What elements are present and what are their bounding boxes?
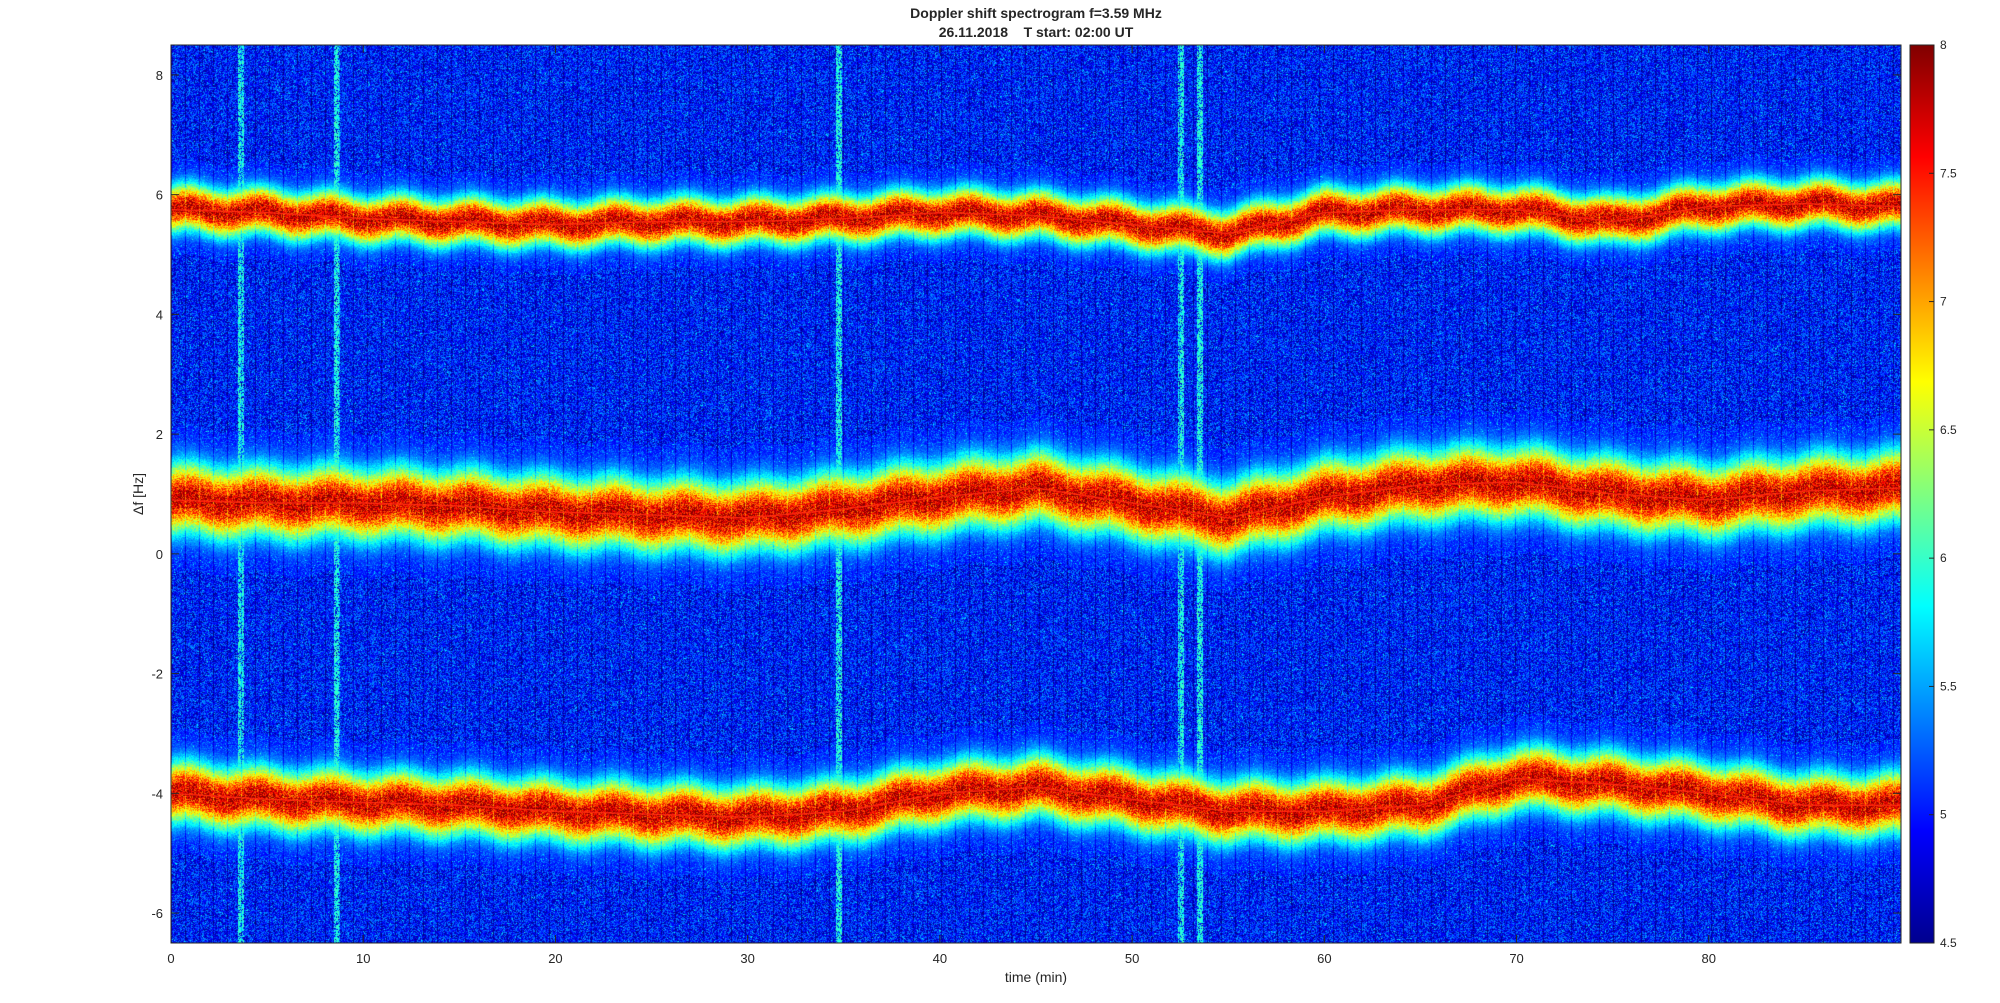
chart-subtitle: 26.11.2018 T start: 02:00 UT — [939, 24, 1134, 40]
y-tick-label: -6 — [151, 906, 163, 921]
colorbar-axis: 4.5 5 5.5 6 6.5 7 7.5 8 — [1929, 38, 1957, 950]
spectrogram-plot-area — [171, 45, 1901, 943]
doppler-trace-2 — [171, 481, 1901, 519]
colorbar-tick-label: 7.5 — [1940, 166, 1957, 180]
plot-frame — [170, 44, 1902, 944]
colorbar — [1909, 44, 1935, 944]
x-tick-label: 20 — [548, 951, 562, 966]
x-tick-label: 50 — [1125, 951, 1139, 966]
colorbar-tick-label: 5.5 — [1940, 679, 1957, 693]
y-tick-label: 4 — [156, 307, 163, 322]
colorbar-tick-label: 6 — [1940, 551, 1947, 565]
x-tick-label: 30 — [740, 951, 754, 966]
colorbar-tick-label: 5 — [1940, 808, 1947, 822]
x-tick-label: 10 — [356, 951, 370, 966]
trace-layer — [171, 202, 1901, 819]
x-tick-label: 70 — [1509, 951, 1523, 966]
y-tick-label: 8 — [156, 68, 163, 83]
x-tick-label: 60 — [1317, 951, 1331, 966]
doppler-trace-3 — [171, 777, 1901, 819]
y-tick-label: 2 — [156, 427, 163, 442]
chart-title: Doppler shift spectrogram f=3.59 MHz — [910, 5, 1162, 21]
y-tick-label: -2 — [151, 667, 163, 682]
colorbar-tick-label: 4.5 — [1940, 936, 1957, 950]
y-tick-label: 0 — [156, 547, 163, 562]
spectrogram-heatmap — [171, 45, 1901, 943]
y-tick-label: 6 — [156, 188, 163, 203]
x-tick-label: 80 — [1702, 951, 1716, 966]
y-axis: -6 -4 -2 0 2 4 6 8 — [151, 68, 1901, 921]
x-tick-label: 40 — [933, 951, 947, 966]
x-axis: 0 10 20 30 40 50 60 70 80 — [167, 45, 1716, 966]
y-axis-label: Δf [Hz] — [130, 473, 146, 515]
y-tick-label: -4 — [151, 786, 163, 801]
x-axis-label: time (min) — [1005, 969, 1067, 985]
colorbar-tick-label: 6.5 — [1940, 423, 1957, 437]
colorbar-tick-label: 8 — [1940, 38, 1947, 52]
x-tick-label: 0 — [167, 951, 174, 966]
doppler-trace-1 — [171, 202, 1901, 235]
colorbar-tick-label: 7 — [1940, 295, 1947, 309]
